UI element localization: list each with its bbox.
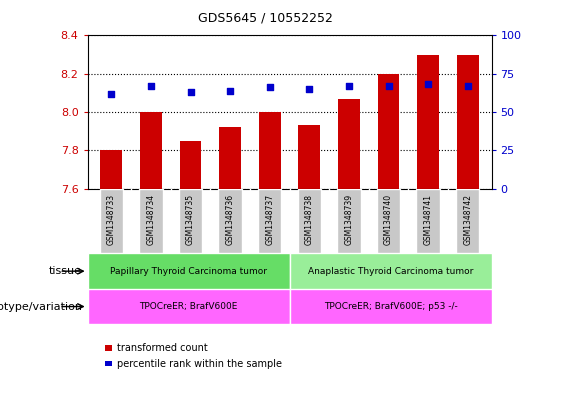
Point <box>186 89 195 95</box>
Text: GSM1348742: GSM1348742 <box>463 194 472 245</box>
Text: genotype/variation: genotype/variation <box>0 301 82 312</box>
Point <box>225 87 234 94</box>
Point <box>345 83 354 89</box>
Text: TPOCreER; BrafV600E: TPOCreER; BrafV600E <box>140 302 238 311</box>
Text: GSM1348737: GSM1348737 <box>265 194 274 245</box>
Bar <box>99 189 123 253</box>
Bar <box>139 189 163 253</box>
Text: GSM1348733: GSM1348733 <box>107 194 116 245</box>
Text: tissue: tissue <box>49 266 82 276</box>
Bar <box>289 253 492 289</box>
Bar <box>101 150 122 189</box>
Point <box>424 81 433 88</box>
Bar <box>416 189 440 253</box>
Text: GSM1348735: GSM1348735 <box>186 194 195 245</box>
Bar <box>457 55 479 189</box>
Bar <box>180 141 202 189</box>
Text: GSM1348740: GSM1348740 <box>384 194 393 245</box>
Bar <box>377 74 399 189</box>
Bar <box>298 125 320 189</box>
Text: GSM1348736: GSM1348736 <box>225 194 234 245</box>
Bar <box>88 289 289 324</box>
Bar <box>179 189 202 253</box>
Text: Papillary Thyroid Carcinoma tumor: Papillary Thyroid Carcinoma tumor <box>110 267 267 275</box>
Bar <box>219 189 242 253</box>
Bar <box>259 112 281 189</box>
Point <box>146 83 155 89</box>
Bar <box>456 189 480 253</box>
Point <box>384 83 393 89</box>
Text: GSM1348739: GSM1348739 <box>345 194 354 245</box>
Text: Anaplastic Thyroid Carcinoma tumor: Anaplastic Thyroid Carcinoma tumor <box>308 267 473 275</box>
Point <box>107 90 116 97</box>
Text: GSM1348734: GSM1348734 <box>146 194 155 245</box>
Bar <box>418 55 439 189</box>
Text: GDS5645 / 10552252: GDS5645 / 10552252 <box>198 11 333 24</box>
Bar <box>219 127 241 189</box>
Point <box>265 84 274 91</box>
Bar <box>377 189 400 253</box>
Text: TPOCreER; BrafV600E; p53 -/-: TPOCreER; BrafV600E; p53 -/- <box>324 302 458 311</box>
Bar <box>289 289 492 324</box>
Bar <box>88 253 289 289</box>
Bar <box>298 189 321 253</box>
Text: GSM1348738: GSM1348738 <box>305 194 314 245</box>
Point <box>305 86 314 92</box>
Bar <box>140 112 162 189</box>
Text: percentile rank within the sample: percentile rank within the sample <box>117 358 282 369</box>
Text: transformed count: transformed count <box>117 343 208 353</box>
Bar <box>258 189 281 253</box>
Point <box>463 83 472 89</box>
Bar <box>337 189 360 253</box>
Text: GSM1348741: GSM1348741 <box>424 194 433 245</box>
Bar <box>338 99 360 189</box>
